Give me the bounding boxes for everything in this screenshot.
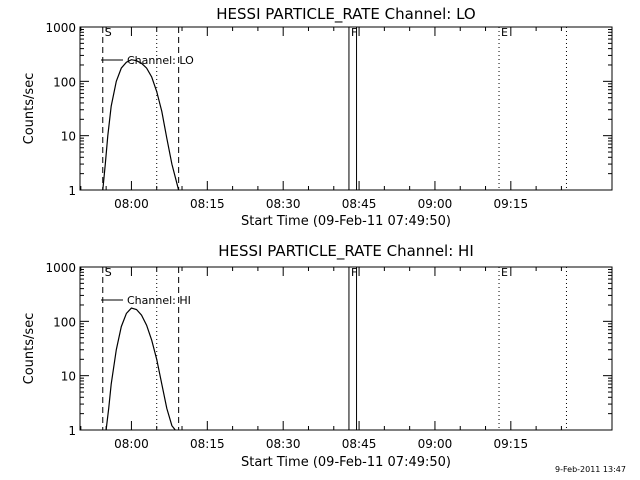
marker-label: S (105, 266, 112, 279)
x-tick-label: 09:00 (418, 437, 453, 451)
chart-title: HESSI PARTICLE_RATE Channel: LO (216, 5, 475, 24)
y-tick-label: 1 (68, 184, 76, 198)
x-axis-title: Start Time (09-Feb-11 07:49:50) (241, 214, 451, 229)
marker-label: F (351, 266, 357, 279)
legend-label: Channel: HI (127, 294, 191, 307)
legend-label: Channel: LO (127, 54, 194, 67)
x-tick-label: 08:00 (114, 197, 149, 211)
y-tick-label: 1000 (45, 21, 76, 35)
x-axis-title: Start Time (09-Feb-11 07:49:50) (241, 455, 451, 470)
y-tick-label: 1000 (45, 261, 76, 275)
x-tick-label: 08:30 (266, 437, 301, 451)
marker-label: F (351, 26, 357, 39)
x-tick-label: 08:00 (114, 437, 149, 451)
series-line (102, 59, 180, 191)
marker-label: S (105, 26, 112, 39)
x-tick-label: 09:15 (494, 437, 529, 451)
chart-title: HESSI PARTICLE_RATE Channel: HI (218, 242, 474, 261)
y-tick-label: 1 (68, 424, 76, 438)
series-line (105, 307, 176, 431)
marker-label: E (501, 266, 508, 279)
y-tick-label: 100 (53, 75, 76, 89)
y-tick-label: 10 (61, 130, 76, 144)
x-tick-label: 08:45 (342, 197, 377, 211)
y-axis-title: Counts/sec (22, 313, 37, 385)
marker-label: E (501, 26, 508, 39)
plot-frame (79, 266, 613, 431)
x-tick-label: 09:00 (418, 197, 453, 211)
y-axis-title: Counts/sec (22, 73, 37, 145)
x-tick-label: 08:15 (190, 437, 225, 451)
timestamp: 9-Feb-2011 13:47 (555, 465, 626, 474)
x-tick-label: 09:15 (494, 197, 529, 211)
x-tick-label: 08:30 (266, 197, 301, 211)
x-tick-label: 08:15 (190, 197, 225, 211)
y-tick-label: 10 (61, 370, 76, 384)
y-tick-label: 100 (53, 315, 76, 329)
x-tick-label: 08:45 (342, 437, 377, 451)
plot-frame (79, 26, 613, 191)
